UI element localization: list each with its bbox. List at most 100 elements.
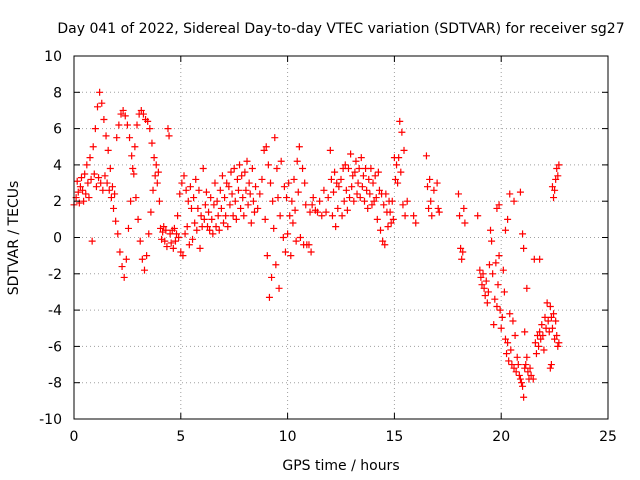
data-point [484, 288, 492, 296]
data-point [80, 197, 88, 205]
data-point [521, 328, 529, 336]
data-point [209, 230, 217, 238]
data-point [391, 175, 399, 183]
data-point [218, 172, 226, 180]
data-point [174, 212, 182, 220]
data-point [507, 346, 515, 354]
data-point [474, 212, 482, 220]
data-point [256, 190, 264, 198]
data-point [493, 204, 501, 212]
data-point [178, 179, 186, 187]
data-point [373, 215, 381, 223]
data-point [288, 197, 296, 205]
data-point [532, 350, 540, 358]
data-point [238, 172, 246, 180]
data-point [284, 230, 292, 238]
data-point [552, 175, 560, 183]
data-point [554, 172, 562, 180]
data-point [151, 172, 159, 180]
data-point [375, 186, 383, 194]
data-point [306, 208, 314, 216]
data-point [554, 342, 562, 350]
data-point [158, 235, 166, 243]
y-tick-label: -4 [48, 303, 62, 319]
data-point [213, 197, 221, 205]
data-point [326, 146, 334, 154]
data-point [241, 168, 249, 176]
data-point [92, 183, 100, 191]
data-point [265, 293, 273, 301]
data-point [543, 299, 551, 307]
data-point [163, 243, 171, 251]
data-point [477, 273, 485, 281]
data-point [388, 197, 396, 205]
data-point [322, 208, 330, 216]
data-point [281, 248, 289, 256]
data-point [516, 375, 524, 383]
data-point [293, 157, 301, 165]
data-point [369, 179, 377, 187]
data-point [515, 371, 523, 379]
data-point [334, 204, 342, 212]
data-points [70, 88, 563, 401]
data-point [97, 179, 105, 187]
data-point [112, 217, 120, 225]
data-point [276, 212, 284, 220]
data-point [122, 255, 130, 263]
data-point [193, 226, 201, 234]
grid-lines [74, 56, 608, 419]
data-point [74, 188, 82, 196]
data-point [366, 190, 374, 198]
data-point [121, 112, 129, 120]
data-point [247, 219, 255, 227]
data-point [274, 194, 282, 202]
data-point [355, 165, 363, 173]
data-point [296, 234, 304, 241]
data-point [546, 302, 554, 310]
data-point [435, 208, 443, 216]
data-point [510, 364, 518, 372]
data-point [81, 170, 89, 178]
data-point [490, 321, 498, 329]
data-point [103, 179, 111, 187]
data-point [476, 266, 484, 274]
data-point [195, 186, 203, 194]
data-point [91, 125, 99, 133]
data-point [165, 132, 173, 140]
data-point [434, 204, 442, 212]
data-point [150, 154, 158, 162]
data-point [393, 161, 401, 169]
data-point [107, 194, 115, 202]
data-point [520, 393, 528, 401]
data-point [262, 143, 270, 151]
data-point [225, 183, 233, 191]
data-point [344, 165, 352, 173]
data-point [89, 143, 97, 151]
data-point [478, 281, 486, 289]
data-point [206, 226, 214, 234]
data-point [308, 201, 316, 209]
data-point [123, 121, 131, 129]
data-point [236, 161, 244, 169]
data-point [536, 328, 544, 336]
data-point [386, 208, 394, 216]
data-point [249, 197, 257, 205]
data-point [458, 255, 466, 263]
data-point [381, 241, 389, 249]
data-point [338, 212, 346, 220]
data-point [299, 165, 307, 173]
data-point [318, 212, 326, 220]
data-point [96, 88, 104, 96]
data-point [271, 134, 279, 142]
data-point [99, 186, 107, 194]
data-point [128, 152, 136, 160]
data-point [134, 215, 142, 223]
axis-ticks [73, 55, 609, 420]
data-point [140, 266, 148, 274]
data-point [229, 212, 237, 220]
data-point [527, 371, 535, 379]
data-point [148, 139, 156, 147]
data-point [495, 201, 503, 209]
data-point [412, 219, 420, 227]
data-point [489, 270, 497, 278]
